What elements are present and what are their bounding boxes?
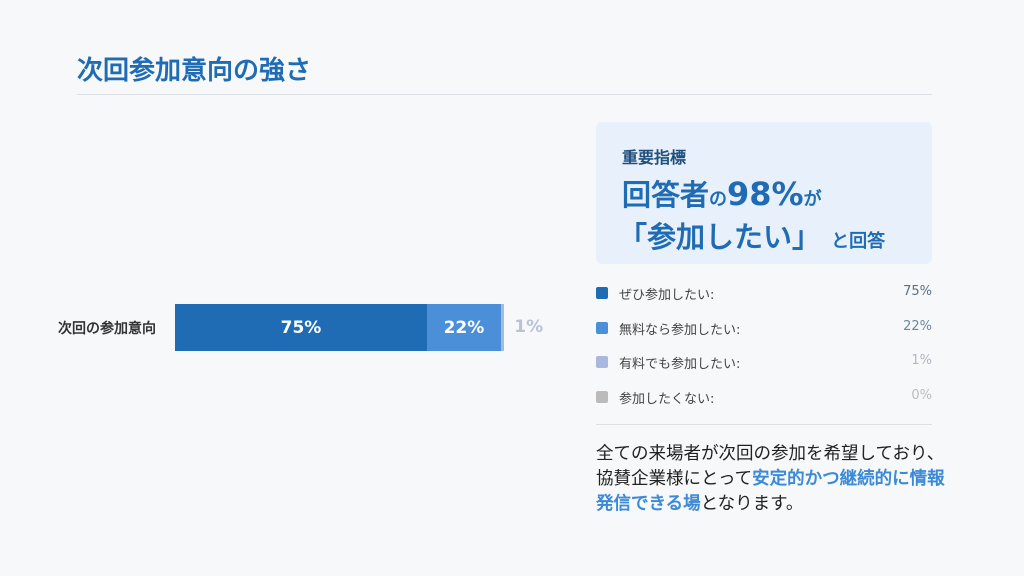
key-metric-card: 重要指標 回答者の98%が 「参加したい」 と回答	[596, 122, 932, 264]
legend-value: 1%	[911, 353, 932, 368]
category-label: 次回の参加意向	[58, 321, 156, 337]
headline-text: と回答	[831, 231, 886, 252]
stacked-bar: 75% 22%	[175, 304, 511, 351]
legend-value: 22%	[903, 318, 932, 334]
headline-text: の	[709, 189, 728, 210]
note-text: となります。	[700, 494, 804, 514]
legend-label: 有料でも参加したい:	[619, 357, 741, 372]
legend-item: 無料なら参加したい: 22%	[596, 319, 932, 339]
headline-text: 「参加したい」	[618, 220, 822, 254]
legend-label: 参加したくない:	[619, 391, 715, 407]
page-title: 次回参加意向の強さ	[77, 56, 312, 86]
data-label: 1%	[514, 317, 544, 337]
card-kicker: 重要指標	[622, 148, 687, 167]
bar-segment: 22%	[427, 304, 501, 351]
bar-segment	[500, 304, 505, 351]
legend-swatch	[596, 356, 608, 368]
data-label: 22%	[443, 317, 485, 338]
legend-item: ぜひ参加したい: 75%	[596, 284, 932, 304]
legend-label: 無料なら参加したい:	[619, 322, 741, 338]
legend-value: 0%	[911, 387, 932, 403]
headline-text: 回答者	[622, 178, 710, 212]
legend-label: ぜひ参加したい:	[619, 288, 715, 303]
bar-segment: 75%	[175, 304, 427, 351]
card-headline-2: 「参加したい」 と回答	[618, 214, 885, 256]
legend-swatch	[596, 287, 608, 299]
legend-value: 75%	[903, 284, 932, 299]
note-text: 全ての来場者が次回の参加を希望しており、協賛企業様にとって	[596, 444, 945, 489]
divider	[77, 94, 932, 95]
headline-text: が	[803, 189, 822, 210]
legend-item: 有料でも参加したい: 1%	[596, 353, 932, 373]
legend-swatch	[596, 321, 608, 334]
legend-item: 参加したくない: 0%	[596, 388, 932, 408]
summary-note: 全ての来場者が次回の参加を希望しており、協賛企業様にとって安定的かつ継続的に情報…	[596, 442, 956, 517]
data-label: 75%	[280, 317, 322, 338]
card-headline-1: 回答者の98%が	[622, 172, 822, 214]
note-highlight: 安定的かつ継続的に情報発信できる場	[596, 469, 945, 514]
headline-percent: 98%	[727, 175, 804, 213]
divider	[596, 424, 932, 425]
legend-swatch	[596, 390, 608, 403]
